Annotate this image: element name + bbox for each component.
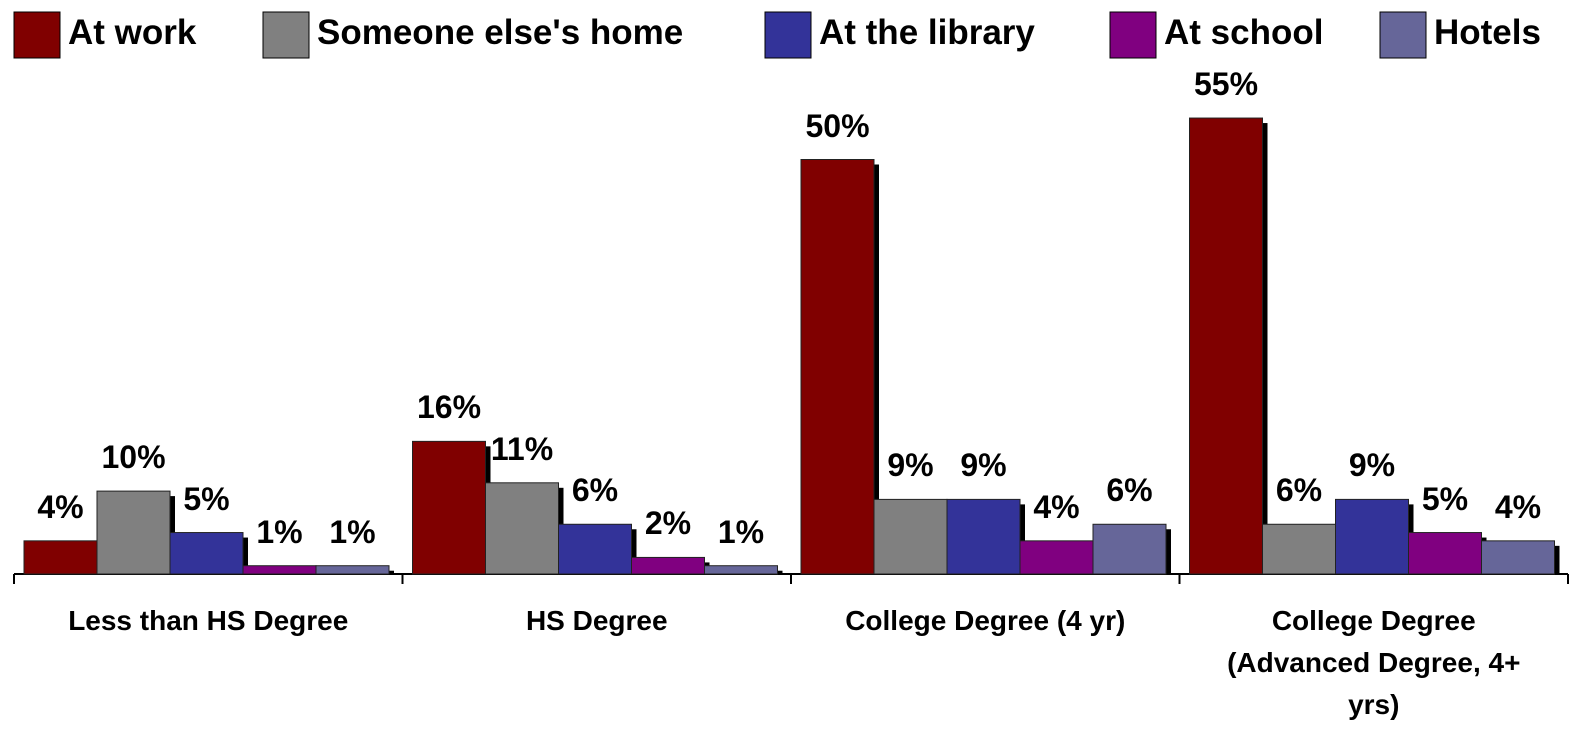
bar <box>1019 540 1094 575</box>
bar <box>1189 117 1263 575</box>
legend-swatch <box>764 11 812 59</box>
bar <box>1262 523 1336 575</box>
bar <box>412 440 486 575</box>
bar <box>946 498 1021 575</box>
value-label: 1% <box>717 513 765 550</box>
x-tick-label: Less than HS Degree <box>68 605 349 636</box>
value-label: 1% <box>256 513 303 550</box>
legend-swatch <box>262 11 310 59</box>
legend-label: At work <box>68 13 197 52</box>
bar <box>169 532 244 575</box>
value-label: 1% <box>329 513 376 550</box>
value-label: 5% <box>1421 480 1469 517</box>
legend-swatch <box>1379 11 1427 59</box>
value-label: 50% <box>805 107 870 144</box>
bar <box>558 523 632 575</box>
value-label: 9% <box>887 447 934 484</box>
legend-swatch <box>1109 11 1157 59</box>
legend-swatch <box>13 11 61 59</box>
bar <box>485 482 559 575</box>
bar <box>96 490 171 575</box>
legend-label: At school <box>1164 13 1324 52</box>
value-label: 4% <box>37 488 84 525</box>
bar <box>631 556 705 575</box>
legend-label: At the library <box>819 13 1035 52</box>
value-label: 16% <box>416 389 482 426</box>
legend-label: Someone else's home <box>317 13 684 52</box>
bar <box>800 159 875 575</box>
legend-label: Hotels <box>1434 13 1541 52</box>
bar <box>704 565 778 575</box>
bar <box>1092 523 1167 575</box>
value-label: 10% <box>101 439 166 476</box>
value-label: 9% <box>960 447 1007 484</box>
bar <box>1481 540 1555 575</box>
value-label: 6% <box>571 472 619 509</box>
x-tick-label: College Degree (Advanced Degree, 4+ yrs) <box>1227 605 1521 720</box>
value-label: 11% <box>490 430 554 467</box>
bar <box>873 498 948 575</box>
bar <box>242 565 317 575</box>
value-label: 4% <box>1033 488 1080 525</box>
bar <box>315 565 390 575</box>
value-label: 9% <box>1348 447 1396 484</box>
bar <box>23 540 98 575</box>
bar <box>1408 532 1482 575</box>
value-label: 6% <box>1275 472 1323 509</box>
bar <box>1335 498 1409 575</box>
value-label: 2% <box>644 505 692 542</box>
value-label: 6% <box>1106 472 1153 509</box>
value-label: 5% <box>183 480 230 517</box>
x-tick-label: HS Degree <box>525 605 668 636</box>
x-tick-label: College Degree (4 yr) <box>845 605 1126 636</box>
value-label: 4% <box>1494 488 1542 525</box>
value-label: 55% <box>1193 66 1259 103</box>
